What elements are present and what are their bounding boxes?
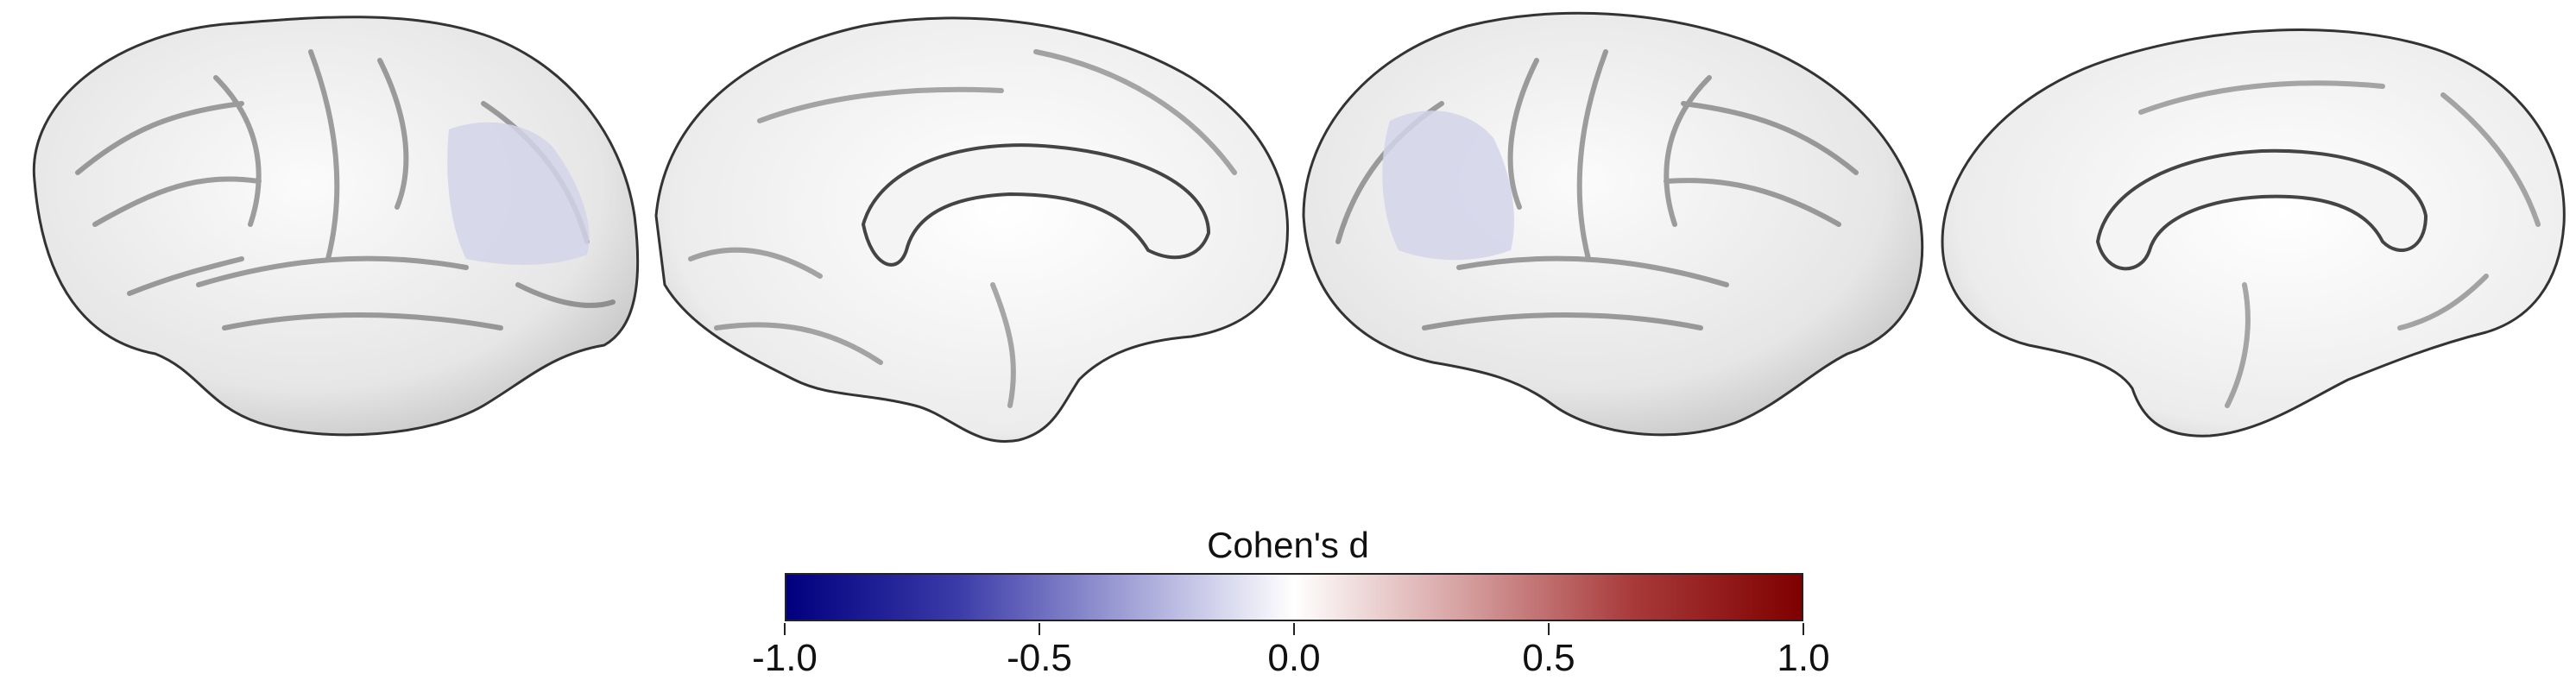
- colorbar-gradient: [785, 573, 1803, 621]
- brain-right-medial: [1941, 28, 2566, 438]
- brain-left-medial: [654, 16, 1289, 444]
- brain-left-lateral: [32, 16, 640, 437]
- colorbar-tick-label: -1.0: [752, 637, 818, 679]
- colorbar: Cohen's d -1.0 -0.5 0.0 0.5 1.0: [0, 501, 2576, 679]
- colorbar-tick-label: -0.5: [1007, 637, 1072, 679]
- colorbar-tick: [1803, 623, 1804, 635]
- colorbar-title: Cohen's d: [1207, 525, 1369, 565]
- colorbar-tick: [1039, 623, 1040, 635]
- colorbar-tick: [1293, 623, 1295, 635]
- colorbar-tick-label: 1.0: [1777, 637, 1830, 679]
- brain-right-lateral: [1302, 11, 1924, 437]
- brain-surface-panels: [32, 11, 2566, 444]
- highlight-region-right: [1382, 110, 1514, 261]
- highlight-region-left: [447, 122, 590, 265]
- colorbar-tick-label: 0.0: [1267, 637, 1321, 679]
- colorbar-tick: [1548, 623, 1550, 635]
- colorbar-tick-label: 0.5: [1522, 637, 1575, 679]
- colorbar-tick: [784, 623, 786, 635]
